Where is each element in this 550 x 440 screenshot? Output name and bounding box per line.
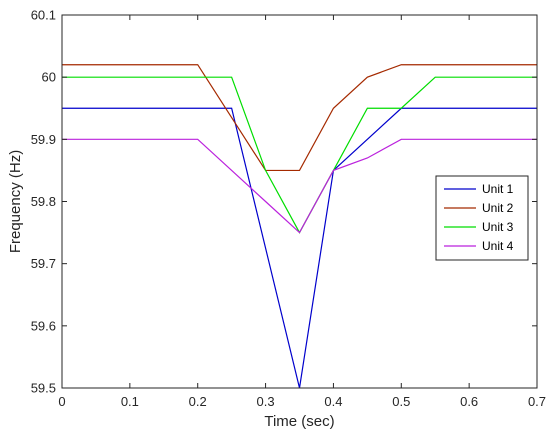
y-tick-label: 59.9 xyxy=(31,132,56,147)
x-tick-label: 0.6 xyxy=(460,394,478,409)
y-tick-label: 60.1 xyxy=(31,8,56,23)
x-tick-label: 0.7 xyxy=(528,394,546,409)
series-line-unit-2 xyxy=(62,64,537,172)
y-tick-label: 59.6 xyxy=(31,318,56,333)
y-tick-label: 60 xyxy=(42,70,56,85)
x-tick-label: 0.5 xyxy=(392,394,410,409)
x-tick-label: 0.4 xyxy=(324,394,342,409)
y-tick-label: 59.5 xyxy=(31,381,56,396)
x-tick-label: 0.2 xyxy=(189,394,207,409)
x-axis: 0 0.1 0.2 0.3 0.4 0.5 0.6 0.7 xyxy=(58,15,546,409)
x-tick-label: 0.1 xyxy=(121,394,139,409)
series-layer xyxy=(62,64,537,389)
legend-label: Unit 4 xyxy=(482,239,514,253)
y-axis-title: Frequency (Hz) xyxy=(7,150,24,253)
y-tick-label: 59.8 xyxy=(31,194,56,209)
series-line-unit-4 xyxy=(62,138,537,234)
x-tick-label: 0 xyxy=(58,394,65,409)
y-tick-label: 59.7 xyxy=(31,256,56,271)
series-line-unit-1 xyxy=(62,107,537,389)
legend-label: Unit 3 xyxy=(482,220,514,234)
legend-label: Unit 1 xyxy=(482,182,514,196)
x-axis-title: Time (sec) xyxy=(264,413,334,430)
legend-label: Unit 2 xyxy=(482,201,514,215)
legend: Unit 1 Unit 2 Unit 3 Unit 4 xyxy=(435,175,529,261)
x-tick-label: 0.3 xyxy=(257,394,275,409)
y-axis: 59.5 59.6 59.7 59.8 59.9 60 60.1 xyxy=(31,8,537,396)
